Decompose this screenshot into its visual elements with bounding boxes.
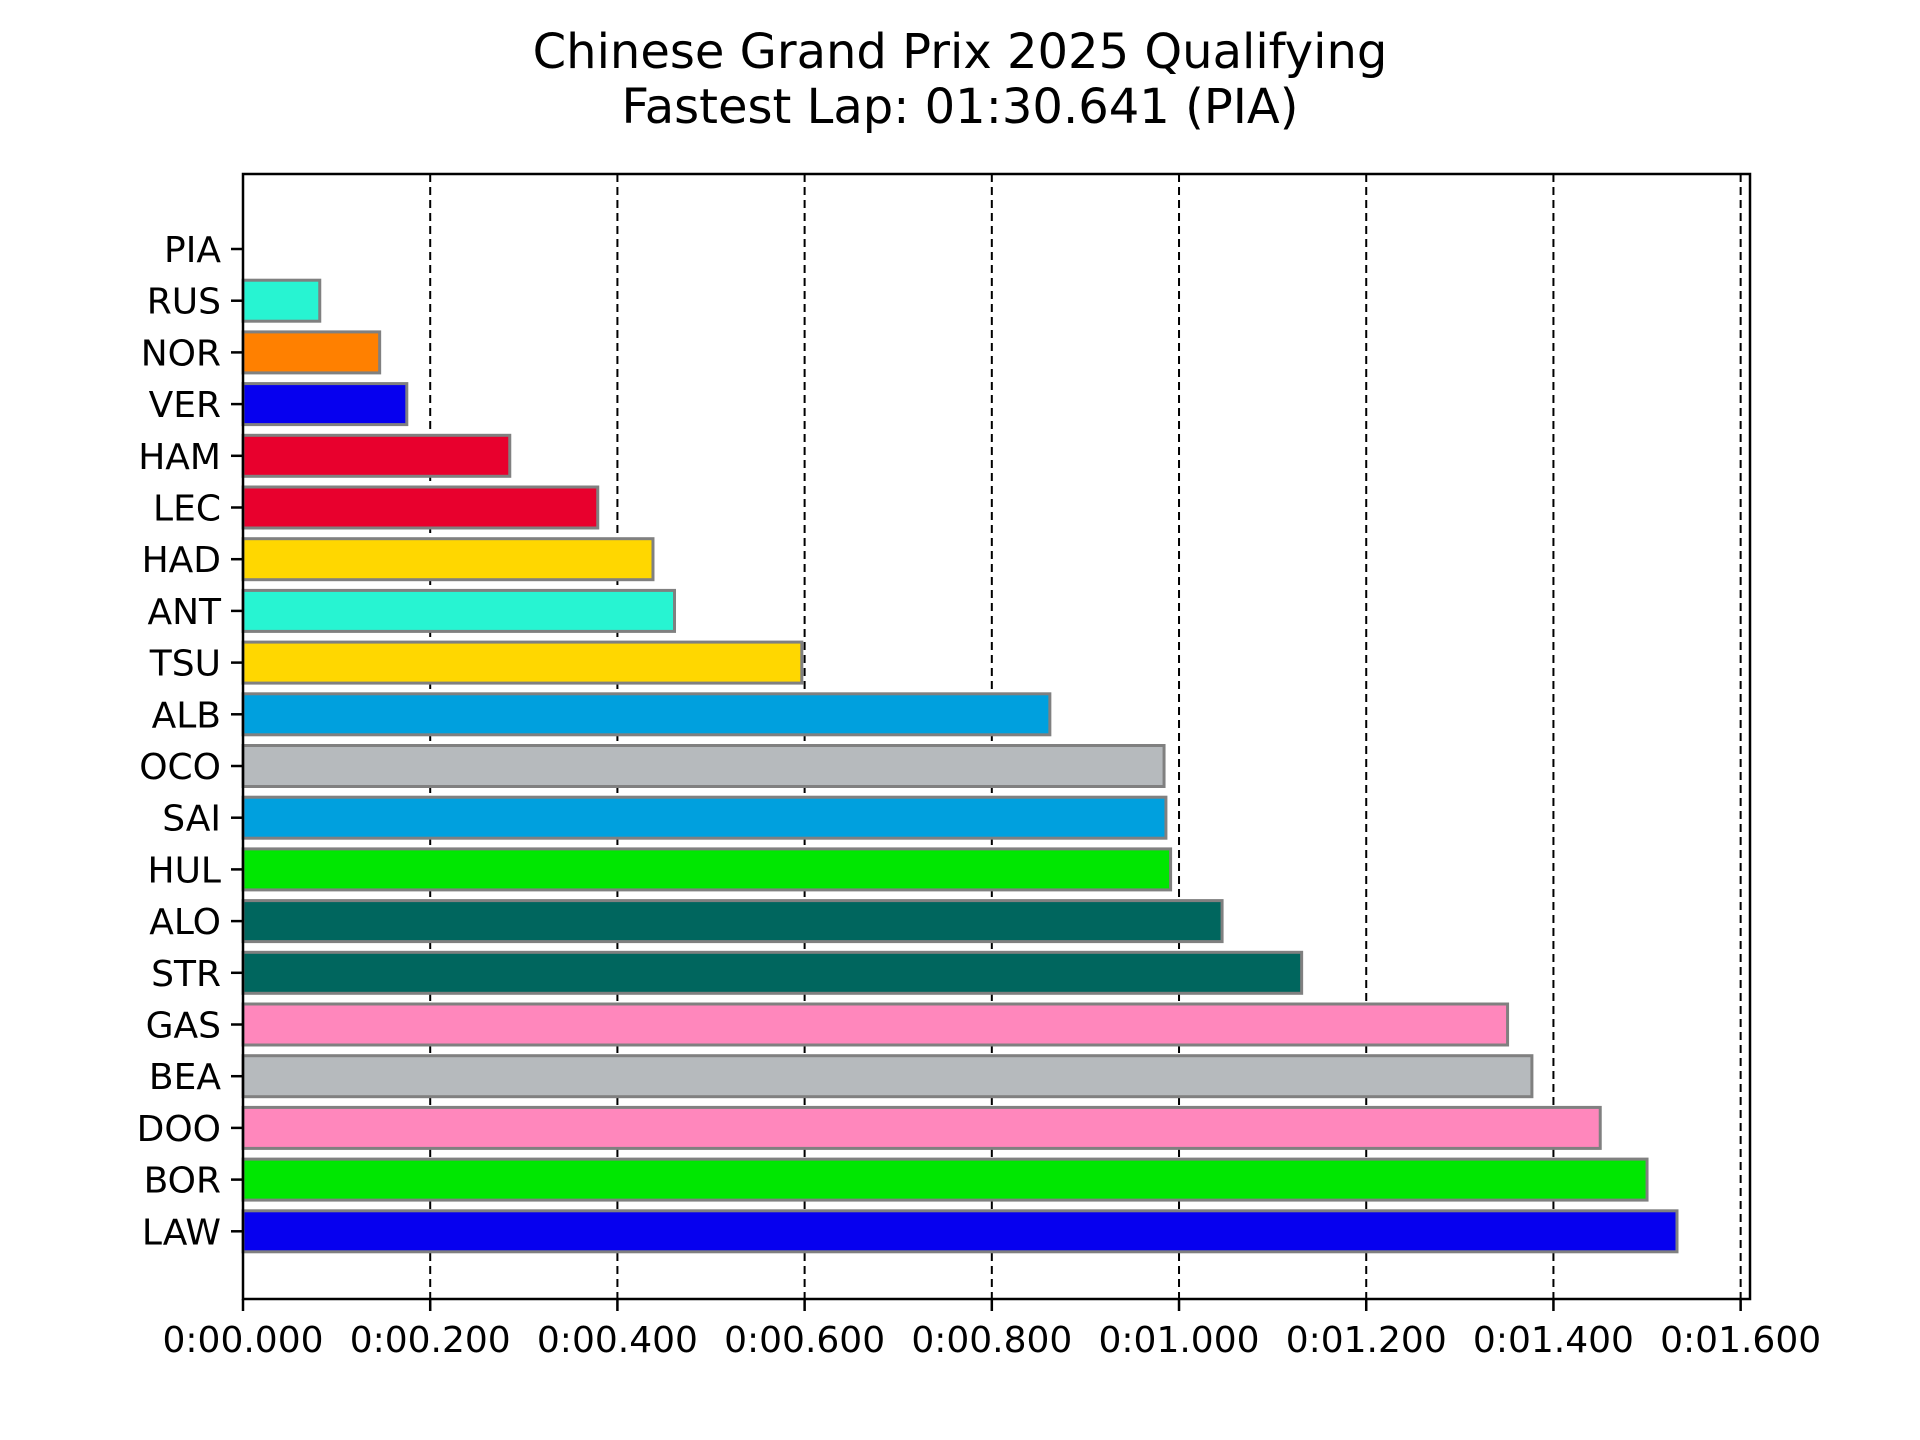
bar-law xyxy=(241,1209,1679,1254)
bar-had xyxy=(241,537,655,582)
x-tick-label: 0:01.400 xyxy=(1473,1320,1634,1361)
y-tick-label: TSU xyxy=(149,644,221,685)
bar-lec xyxy=(241,485,600,530)
x-tick-label: 0:01.000 xyxy=(1099,1320,1260,1361)
y-tick-label: DOO xyxy=(137,1109,221,1150)
y-tick-label: PIA xyxy=(164,230,221,271)
y-tick-label: GAS xyxy=(146,1006,221,1047)
y-tick-label: HAM xyxy=(138,437,221,478)
y-tick-label: NOR xyxy=(141,333,221,374)
x-tick-label: 0:00.400 xyxy=(537,1320,698,1361)
axes: 0:00.000 0:00.200 0:00.400 0:00.600 0:00.800… xyxy=(137,230,1822,1361)
y-tick-label: SAI xyxy=(162,799,221,840)
bar-str xyxy=(241,950,1304,995)
y-tick-label: HUL xyxy=(148,850,221,891)
y-tick-label: OCO xyxy=(139,747,221,788)
bar-alb xyxy=(241,692,1052,737)
bar-doo xyxy=(241,1105,1602,1150)
bar-nor xyxy=(241,330,382,375)
y-tick-label: RUS xyxy=(147,282,221,323)
x-tick-label: 0:01.600 xyxy=(1660,1320,1821,1361)
bar-sai xyxy=(241,795,1168,840)
y-tick-label: BOR xyxy=(144,1161,221,1202)
x-tick-label: 0:01.200 xyxy=(1286,1320,1447,1361)
bar-ant xyxy=(241,588,677,633)
grid-lines xyxy=(429,174,1742,1299)
y-tick-label: ALO xyxy=(149,902,221,943)
bar-ver xyxy=(241,382,409,427)
y-tick-label: BEA xyxy=(149,1057,221,1098)
bar-bea xyxy=(241,1054,1534,1099)
chart-title: Chinese Grand Prix 2025 Qualifying xyxy=(533,24,1388,80)
bar-bor xyxy=(241,1157,1649,1202)
bar-tsu xyxy=(241,640,804,685)
bars xyxy=(241,278,1679,1254)
y-tick-label: STR xyxy=(151,954,221,995)
y-tick-label: VER xyxy=(149,385,221,426)
y-tick-label: HAD xyxy=(142,540,221,581)
y-tick-label: LEC xyxy=(153,489,221,530)
x-tick-label: 0:00.200 xyxy=(350,1320,511,1361)
bar-oco xyxy=(241,744,1166,788)
x-tick-label: 0:00.000 xyxy=(163,1320,324,1361)
bar-rus xyxy=(241,278,322,323)
bar-alo xyxy=(241,899,1224,944)
bar-hul xyxy=(241,847,1173,892)
y-tick-label: ALB xyxy=(152,695,221,736)
bar-gas xyxy=(241,1002,1510,1047)
x-tick-label: 0:00.600 xyxy=(724,1320,885,1361)
chart-subtitle: Fastest Lap: 01:30.641 (PIA) xyxy=(622,79,1299,135)
bar-ham xyxy=(241,433,512,478)
x-tick-label: 0:00.800 xyxy=(911,1320,1072,1361)
plot-area-frame xyxy=(241,172,1752,1301)
y-tick-label: LAW xyxy=(142,1212,221,1253)
y-tick-label: ANT xyxy=(147,592,222,633)
